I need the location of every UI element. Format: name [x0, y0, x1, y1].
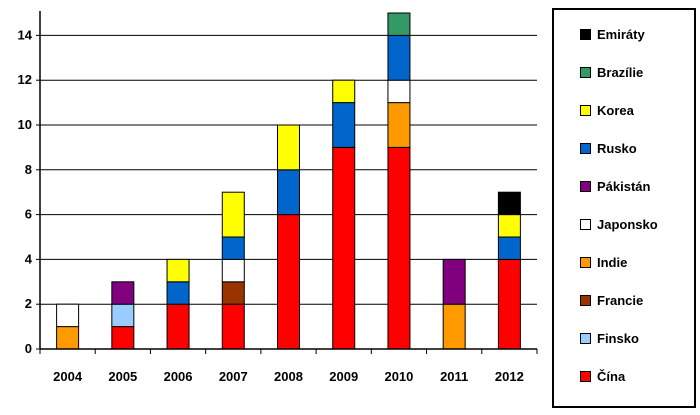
legend-item: Brazílie	[580, 63, 643, 81]
legend-swatch	[580, 370, 591, 382]
bar-segment	[111, 303, 135, 328]
bar-segment	[387, 12, 411, 36]
bar-segment	[111, 281, 135, 305]
bar-segment	[277, 124, 300, 171]
bar-segment	[387, 79, 411, 104]
bar-segment	[56, 326, 80, 350]
bar-segment	[497, 191, 521, 216]
legend-swatch	[580, 332, 591, 344]
legend-label: Japonsko	[597, 216, 658, 232]
bar-segment	[221, 303, 245, 350]
legend-item: Indie	[580, 253, 627, 271]
x-tick-label: 2004	[53, 369, 83, 384]
bar-segment	[332, 102, 356, 148]
y-tick-label: 2	[25, 296, 32, 311]
bar-segment	[221, 281, 245, 305]
legend-swatch	[580, 28, 591, 40]
legend-label: Rusko	[597, 140, 637, 156]
x-tick-label: 2011	[440, 369, 468, 384]
legend-label: Francie	[597, 292, 644, 308]
bar-segment	[277, 169, 300, 216]
x-tick-label: 2010	[384, 369, 413, 384]
legend-label: Emiráty	[597, 26, 645, 42]
y-tick-label: 12	[18, 72, 32, 87]
legend-swatch	[580, 142, 591, 154]
legend-swatch	[580, 218, 591, 230]
legend-swatch	[580, 294, 591, 306]
legend-item: Francie	[580, 291, 643, 309]
x-tick-label: 2009	[329, 369, 358, 384]
bar-segment	[387, 34, 411, 81]
bars	[56, 12, 521, 350]
axes	[36, 11, 538, 354]
legend-swatch	[580, 104, 591, 116]
x-tick-labels: 2004 2005 2006 2007 2008 2009 2010 2011 2012	[53, 369, 524, 384]
legend-item: Čína	[580, 367, 625, 385]
legend: Emiráty Brazílie Korea Rusko Pákistán Japonsk…	[552, 8, 696, 408]
bar-segment	[56, 303, 80, 328]
x-tick-label: 2007	[219, 369, 248, 384]
y-tick-label: 0	[25, 341, 32, 356]
bar-segment	[166, 303, 190, 350]
legend-item: Finsko	[580, 329, 639, 347]
bar-segment	[332, 146, 356, 350]
bar-segment	[277, 214, 300, 350]
y-tick-label: 4	[25, 251, 33, 266]
chart-area: 0 2 4 6 8 10 12 14 2004 2005 2006 2007 2008 2009 2010…	[18, 11, 538, 384]
legend-label: Čína	[597, 368, 626, 384]
x-tick-label: 2012	[495, 369, 524, 384]
bar-segment	[166, 258, 190, 283]
legend-item: Emiráty	[580, 25, 645, 43]
legend-label: Finsko	[597, 330, 639, 346]
legend-label: Indie	[597, 254, 628, 270]
bar-segment	[111, 326, 135, 350]
bar-segment	[221, 258, 245, 283]
legend-label: Korea	[597, 102, 634, 118]
bar-segment	[497, 236, 521, 260]
bar-segment	[497, 258, 521, 350]
legend-item: Rusko	[580, 139, 637, 157]
legend-item: Japonsko	[580, 215, 658, 233]
bar-segment	[442, 303, 466, 350]
bar-segment	[497, 214, 521, 238]
bar-segment	[332, 79, 356, 104]
legend-swatch	[580, 66, 591, 78]
y-tick-label: 14	[18, 27, 33, 42]
bar-segment	[387, 146, 411, 350]
bar-segment	[221, 191, 245, 238]
bar-segment	[166, 281, 190, 305]
bar-segment	[442, 258, 466, 305]
x-tick-label: 2008	[274, 369, 303, 384]
legend-label: Pákistán	[597, 178, 651, 194]
y-tick-label: 10	[18, 117, 32, 132]
legend-label: Brazílie	[597, 64, 644, 80]
x-tick-label: 2005	[108, 369, 137, 384]
legend-item: Pákistán	[580, 177, 650, 195]
legend-swatch	[580, 180, 591, 192]
bar-segment	[221, 236, 245, 260]
legend-item: Korea	[580, 101, 634, 119]
bar-segment	[387, 102, 411, 148]
legend-swatch	[580, 256, 591, 268]
y-tick-label: 8	[25, 162, 32, 177]
y-tick-label: 6	[25, 207, 32, 222]
y-tick-labels: 0 2 4 6 8 10 12 14	[18, 27, 33, 356]
x-tick-label: 2006	[164, 369, 193, 384]
